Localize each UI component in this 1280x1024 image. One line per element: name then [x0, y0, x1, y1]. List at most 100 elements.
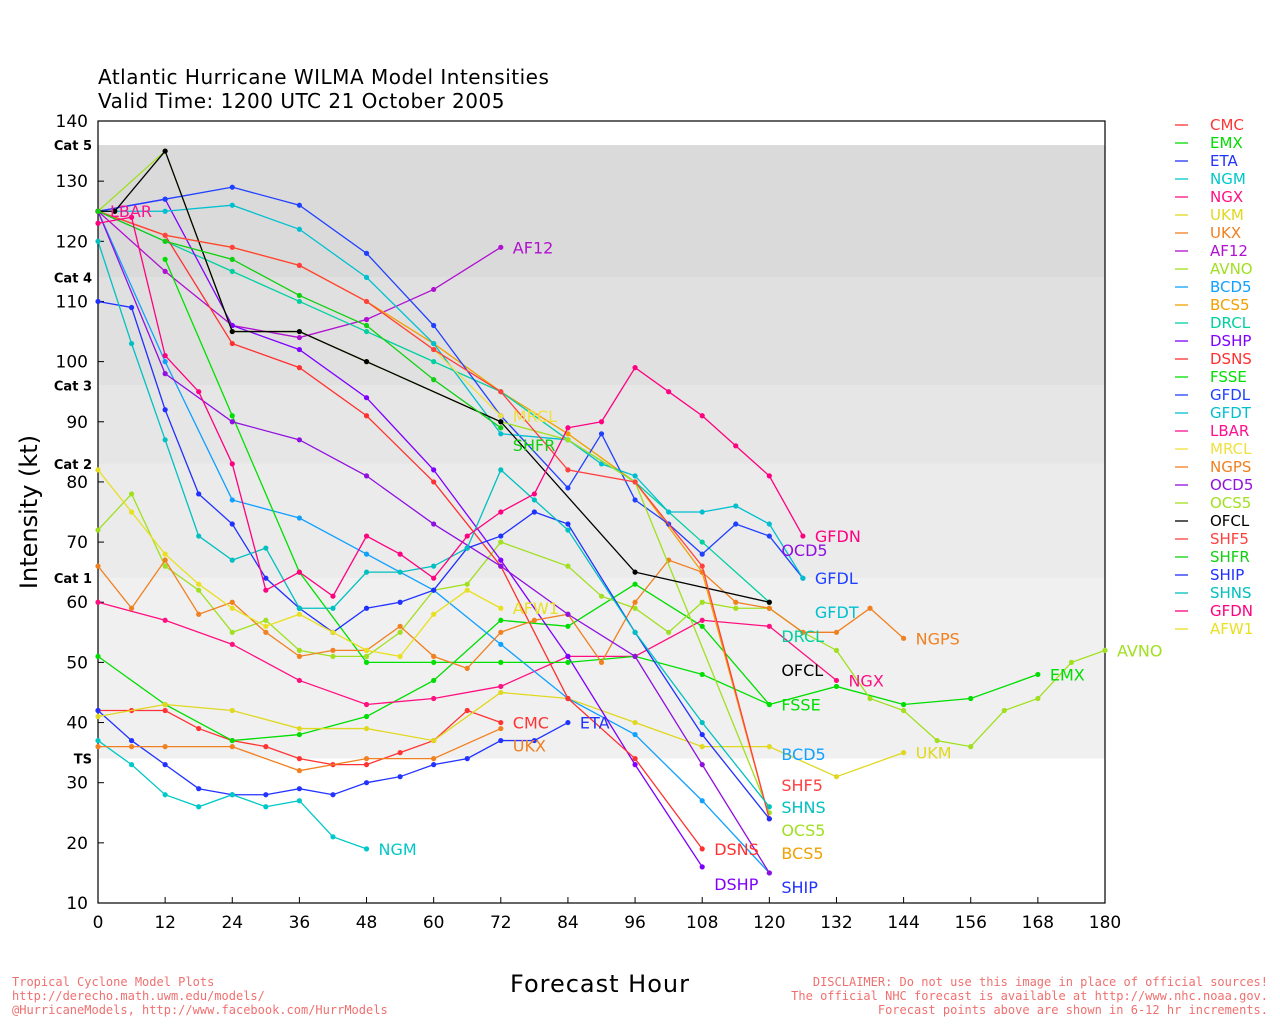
- data-point-gfdn: [531, 491, 537, 497]
- data-point-gfdt: [431, 340, 437, 347]
- series-end-label: OCD5: [781, 541, 827, 560]
- data-point-avno: [934, 737, 940, 744]
- data-point-gfdl: [699, 551, 705, 557]
- category-band: [98, 385, 1105, 464]
- data-point-ngps: [632, 599, 638, 605]
- data-point-gfdl: [162, 196, 168, 202]
- data-point-ukm: [833, 774, 840, 780]
- y-tick-label: 140: [56, 112, 88, 132]
- data-point-avno: [1001, 707, 1007, 714]
- x-tick-label: 96: [624, 913, 646, 933]
- data-point-eta: [498, 737, 504, 744]
- data-point-ngm: [196, 804, 202, 810]
- legend-entry: GFDN: [1210, 602, 1253, 620]
- data-point-ocd5: [498, 563, 504, 569]
- data-point-drcl: [363, 328, 370, 335]
- data-point-gfdl: [229, 184, 235, 190]
- data-point-shfr: [498, 425, 504, 431]
- data-point-gfdn: [95, 220, 101, 226]
- x-tick-label: 132: [820, 913, 852, 933]
- data-point-af12: [363, 316, 370, 323]
- data-point-shns: [296, 605, 302, 611]
- data-point-ngps: [330, 647, 336, 653]
- data-point-shns: [766, 804, 772, 810]
- data-point-gfdt: [632, 473, 638, 479]
- legend-entry: AF12: [1210, 242, 1248, 260]
- data-point-ngx: [95, 599, 101, 605]
- data-point-ofcl: [766, 599, 772, 605]
- data-point-gfdl: [632, 497, 638, 503]
- data-point-afw1: [95, 467, 101, 473]
- data-point-avno: [330, 653, 336, 659]
- data-point-ocd5: [229, 419, 235, 425]
- data-point-gfdl: [733, 521, 739, 527]
- data-point-af12: [431, 286, 437, 293]
- data-point-avno: [565, 563, 571, 569]
- data-point-gfdl: [431, 322, 437, 329]
- data-point-eta: [431, 762, 437, 768]
- y-axis-label: Intensity (kt): [15, 435, 43, 589]
- data-point-emx: [363, 713, 370, 720]
- data-point-afw1: [498, 605, 504, 611]
- footer-left-line: Tropical Cyclone Model Plots: [12, 975, 215, 989]
- data-point-ngm: [162, 792, 168, 798]
- data-point-emx: [968, 695, 974, 702]
- data-point-afw1: [397, 653, 403, 659]
- data-point-afw1: [431, 611, 437, 617]
- series-end-label: DSNS: [714, 840, 759, 859]
- category-band: [98, 145, 1105, 278]
- data-point-ngps: [229, 599, 235, 605]
- data-point-ngps: [296, 653, 302, 659]
- data-point-gfdt: [363, 274, 370, 280]
- data-point-avno: [666, 629, 672, 635]
- data-point-bcd5: [296, 515, 302, 521]
- series-end-label: FSSE: [781, 695, 820, 714]
- data-point-dsns: [431, 479, 437, 485]
- x-tick-label: 48: [356, 913, 378, 933]
- data-point-ngps: [263, 629, 269, 635]
- data-point-avno: [397, 629, 403, 635]
- data-point-ngps: [162, 557, 168, 563]
- legend-entry: NGM: [1210, 170, 1246, 188]
- series-end-label: GFDL: [815, 569, 858, 588]
- data-point-ofcl: [296, 328, 302, 335]
- data-point-shns: [699, 719, 705, 726]
- data-point-avno: [498, 539, 504, 545]
- data-point-eta: [296, 786, 302, 792]
- data-point-fsse: [431, 659, 437, 665]
- data-point-avno: [901, 707, 907, 714]
- series-end-label: BCD5: [781, 745, 825, 764]
- data-point-ship: [95, 298, 101, 305]
- series-end-label: SHF5: [781, 776, 823, 795]
- data-point-ngps: [766, 605, 772, 611]
- series-line-shns: [97, 241, 770, 808]
- data-point-eta: [397, 774, 403, 780]
- series-end-label: LBAR: [110, 202, 152, 221]
- data-point-eta: [565, 719, 571, 726]
- series-line-dshp: [97, 198, 703, 868]
- data-point-ngps: [800, 629, 806, 635]
- data-point-ukx: [128, 744, 135, 750]
- data-point-emx: [1035, 671, 1041, 678]
- legend-entry: DSNS: [1210, 350, 1252, 368]
- data-point-cmc: [196, 725, 202, 732]
- series-end-label: UKM: [916, 744, 952, 763]
- data-point-ngm: [229, 792, 235, 798]
- data-point-gfdn: [431, 575, 437, 581]
- series-end-label: AF12: [513, 238, 554, 257]
- data-point-bcs5: [565, 431, 571, 437]
- legend-entry: FSSE: [1210, 368, 1247, 386]
- x-tick-label: 108: [686, 913, 718, 933]
- data-point-mrcl: [498, 413, 504, 419]
- data-point-ngm: [263, 804, 269, 810]
- data-point-ukm: [229, 707, 235, 714]
- series-end-label: NGX: [848, 671, 883, 690]
- data-point-shns: [363, 569, 370, 575]
- data-point-cmc: [498, 719, 504, 726]
- data-point-gfdt: [699, 509, 705, 515]
- data-point-afw1: [196, 581, 202, 587]
- y-tick-label: 30: [66, 774, 88, 794]
- data-point-ukm: [901, 750, 907, 756]
- y-tick-label: 50: [66, 653, 88, 673]
